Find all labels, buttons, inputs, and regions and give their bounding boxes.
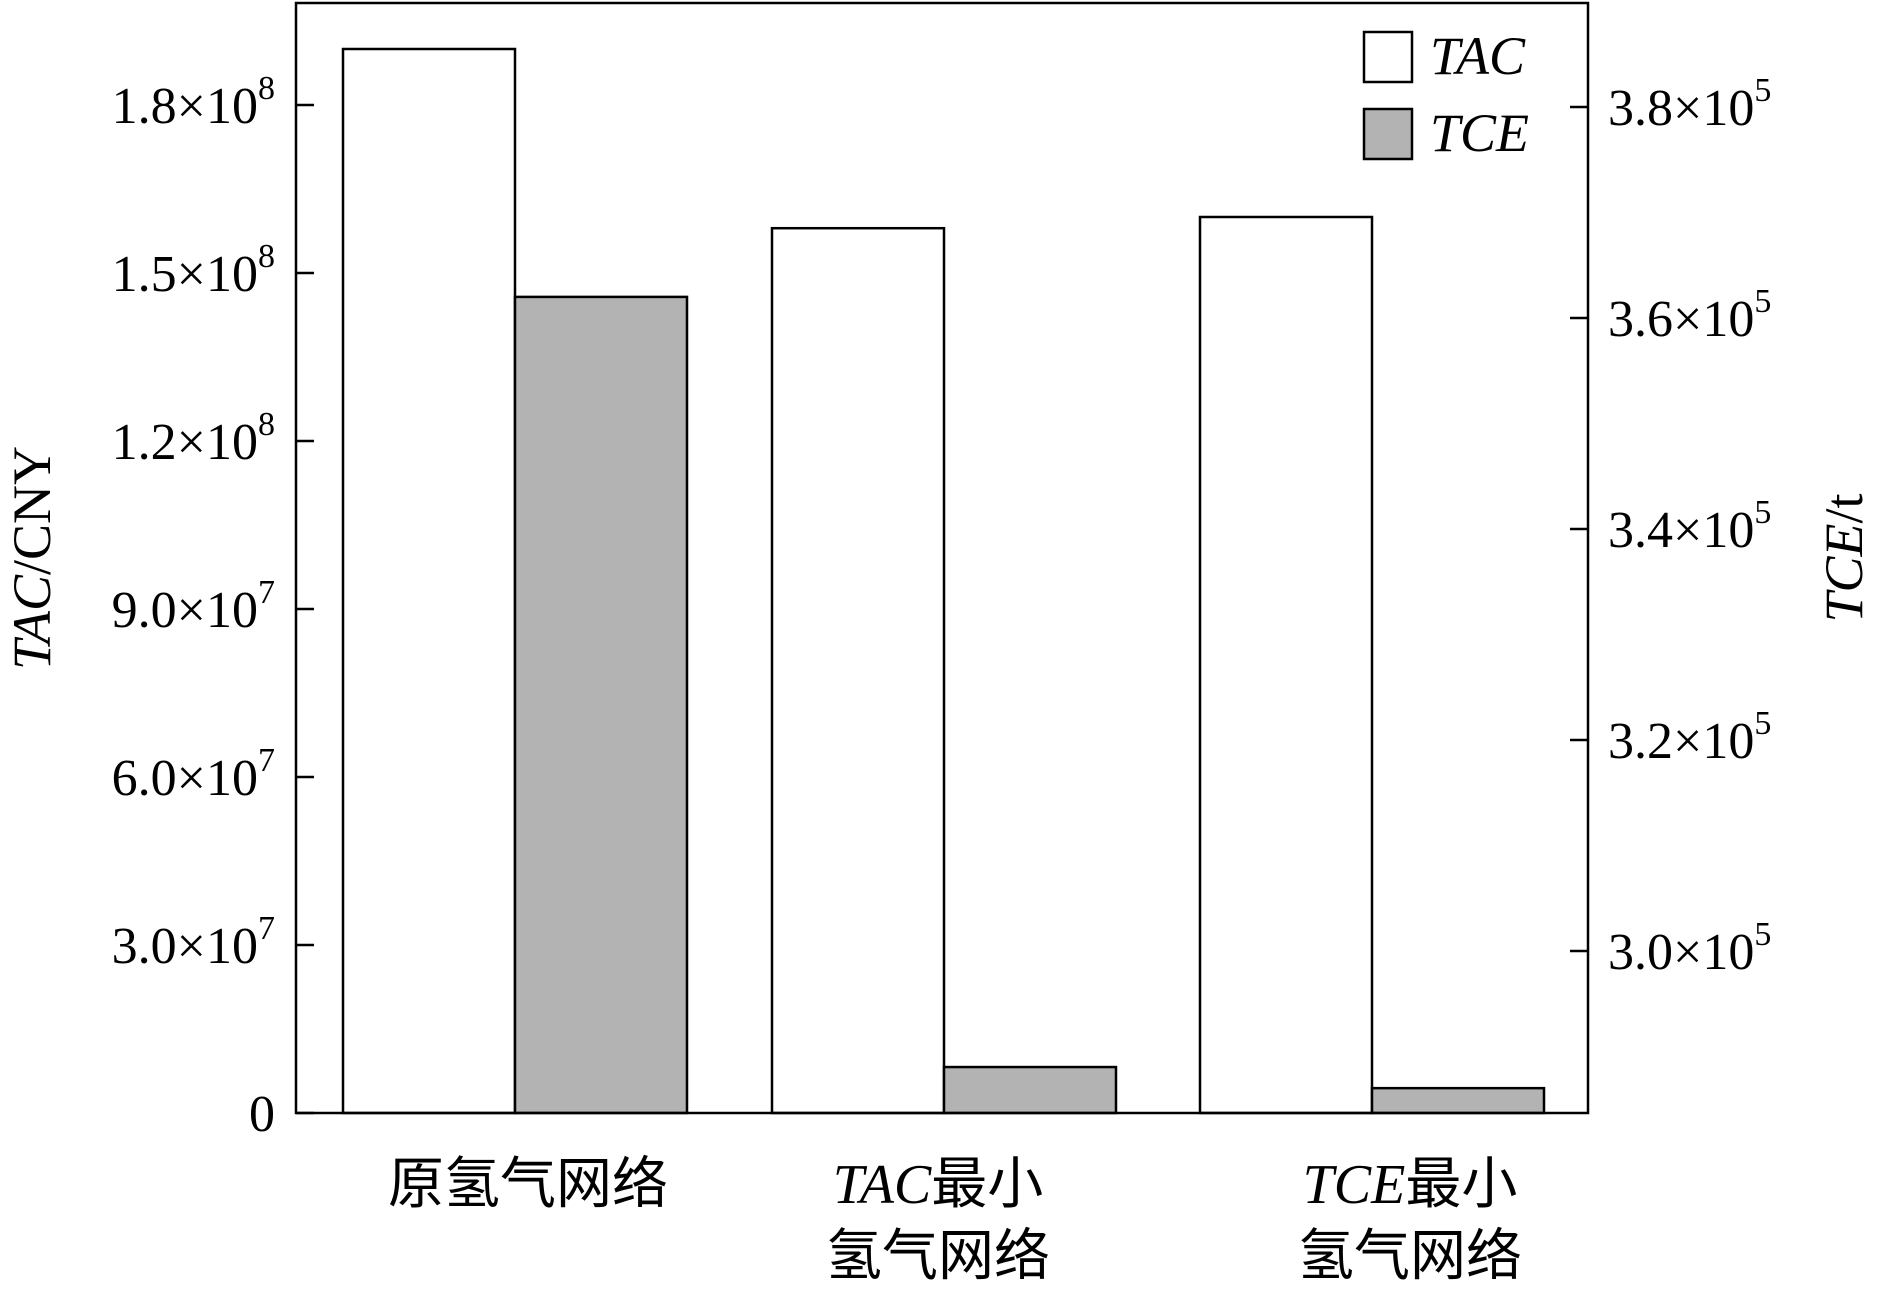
- bar-tac-2: [770, 226, 946, 1115]
- right-tick-label: 3.8×105: [1608, 72, 1771, 137]
- legend-swatch-tce: [1362, 107, 1414, 161]
- category-label-2: TAC最小: [833, 1154, 1044, 1216]
- left-tick-label: 0: [249, 1086, 275, 1143]
- right-tick-label: 3.6×105: [1608, 283, 1771, 348]
- right-axis-title: TCE/t: [1814, 493, 1874, 622]
- left-tick-label: 6.0×107: [112, 742, 275, 807]
- plot-frame: [294, 1, 1590, 1115]
- category-label-2: 氢气网络: [826, 1226, 1050, 1288]
- bar-tce-2: [942, 1065, 1118, 1115]
- bar-tce-1: [513, 295, 689, 1115]
- bar-tac-3: [1198, 215, 1374, 1115]
- left-tick-label: 1.5×108: [112, 238, 275, 303]
- bar-tce-3: [1370, 1086, 1546, 1115]
- left-tick-label: 1.8×108: [112, 70, 275, 135]
- category-label-1: 原氢气网络: [388, 1154, 668, 1216]
- category-label-3: TCE最小: [1303, 1154, 1518, 1216]
- left-tick-label: 1.2×108: [112, 406, 275, 471]
- legend-swatch-tac: [1362, 30, 1414, 84]
- category-label-3: 氢气网络: [1298, 1226, 1522, 1288]
- right-tick-label: 3.4×105: [1608, 494, 1771, 559]
- left-tick-label: 9.0×107: [112, 574, 275, 639]
- left-tick-label: 3.0×107: [112, 910, 275, 975]
- bar-tac-1: [341, 47, 517, 1115]
- legend-label-tce: TCE: [1430, 103, 1529, 163]
- right-tick-label: 3.0×105: [1608, 916, 1771, 981]
- right-tick-label: 3.2×105: [1608, 705, 1771, 770]
- left-axis-title: TAC/CNY: [2, 446, 62, 670]
- legend-label-tac: TAC: [1430, 26, 1526, 86]
